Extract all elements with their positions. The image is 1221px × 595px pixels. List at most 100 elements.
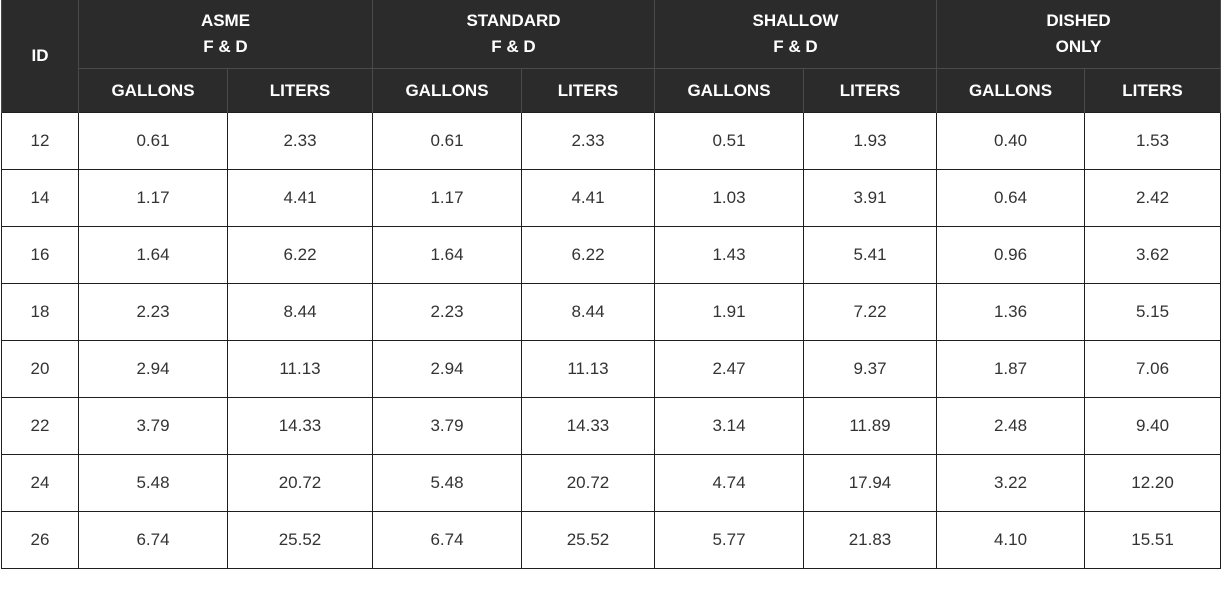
cell-shallow-gallons: 0.51 [654,112,804,170]
cell-standard-liters: 2.33 [521,112,655,170]
table-row: 16 1.64 6.22 1.64 6.22 1.43 5.41 0.96 3.62 [1,226,1221,284]
group-header-line1: STANDARD [466,11,561,30]
unit-header-liters: LITERS [1083,68,1221,113]
cell-standard-liters: 14.33 [521,397,655,455]
cell-standard-gallons: 5.48 [372,454,522,512]
group-header-line2: ONLY [1055,37,1102,56]
cell-standard-liters: 6.22 [521,226,655,284]
group-header-line1: SHALLOW [752,11,839,30]
cell-id: 24 [1,454,79,512]
cell-shallow-gallons: 4.74 [654,454,804,512]
cell-standard-gallons: 2.23 [372,283,522,341]
cell-shallow-liters: 9.37 [803,340,937,398]
table-row: 12 0.61 2.33 0.61 2.33 0.51 1.93 0.40 1.53 [1,112,1221,170]
cell-shallow-gallons: 3.14 [654,397,804,455]
cell-asme-gallons: 2.23 [78,283,228,341]
cell-asme-liters: 20.72 [227,454,373,512]
cell-dished-liters: 1.53 [1083,112,1221,170]
cell-standard-gallons: 1.17 [372,169,522,227]
unit-header-gallons: GALLONS [654,68,804,113]
group-header-line2: F & D [491,37,536,56]
cell-asme-gallons: 1.64 [78,226,228,284]
table-row: 24 5.48 20.72 5.48 20.72 4.74 17.94 3.22 12.20 [1,454,1221,512]
table-row: 22 3.79 14.33 3.79 14.33 3.14 11.89 2.48 9.40 [1,397,1221,455]
table-row: 20 2.94 11.13 2.94 11.13 2.47 9.37 1.87 7.06 [1,340,1221,398]
cell-id: 14 [1,169,79,227]
table-row: 14 1.17 4.41 1.17 4.41 1.03 3.91 0.64 2.42 [1,169,1221,227]
group-header-line2: F & D [773,37,818,56]
group-header-dished: DISHED ONLY [935,0,1221,69]
group-header-asme: ASME F & D [78,0,373,69]
cell-shallow-gallons: 1.43 [654,226,804,284]
unit-header-row: GALLONS LITERS GALLONS LITERS GALLONS LI… [2,68,1221,113]
cell-shallow-gallons: 2.47 [654,340,804,398]
cell-dished-liters: 12.20 [1083,454,1221,512]
cell-standard-gallons: 0.61 [372,112,522,170]
cell-id: 26 [1,511,79,569]
group-header-line1: DISHED [1046,11,1111,30]
cell-asme-liters: 8.44 [227,283,373,341]
group-header-shallow: SHALLOW F & D [654,0,937,69]
unit-header-liters: LITERS [803,68,937,113]
unit-header-gallons: GALLONS [78,68,228,113]
cell-asme-liters: 14.33 [227,397,373,455]
group-header-standard: STANDARD F & D [372,0,655,69]
cell-asme-liters: 6.22 [227,226,373,284]
cell-id: 18 [1,283,79,341]
cell-dished-liters: 5.15 [1083,283,1221,341]
cell-dished-gallons: 0.96 [936,226,1085,284]
table-row: 26 6.74 25.52 6.74 25.52 5.77 21.83 4.10 15.51 [1,511,1221,569]
cell-asme-gallons: 0.61 [78,112,228,170]
unit-header-gallons: GALLONS [372,68,522,113]
cell-dished-liters: 7.06 [1083,340,1221,398]
cell-dished-liters: 3.62 [1083,226,1221,284]
cell-standard-gallons: 1.64 [372,226,522,284]
cell-shallow-liters: 7.22 [803,283,937,341]
cell-standard-liters: 8.44 [521,283,655,341]
cell-dished-liters: 9.40 [1083,397,1221,455]
unit-header-gallons: GALLONS [936,68,1085,113]
group-header-line2: F & D [203,37,248,56]
cell-asme-liters: 4.41 [227,169,373,227]
cell-id: 12 [1,112,79,170]
cell-dished-gallons: 1.36 [936,283,1085,341]
cell-dished-liters: 15.51 [1083,511,1221,569]
cell-shallow-liters: 11.89 [803,397,937,455]
cell-standard-liters: 11.13 [521,340,655,398]
cell-shallow-liters: 17.94 [803,454,937,512]
cell-shallow-gallons: 1.91 [654,283,804,341]
table-row: 18 2.23 8.44 2.23 8.44 1.91 7.22 1.36 5.15 [1,283,1221,341]
cell-shallow-gallons: 1.03 [654,169,804,227]
cell-shallow-gallons: 5.77 [654,511,804,569]
cell-dished-gallons: 2.48 [936,397,1085,455]
cell-asme-gallons: 3.79 [78,397,228,455]
cell-standard-liters: 20.72 [521,454,655,512]
cell-shallow-liters: 3.91 [803,169,937,227]
cell-standard-gallons: 6.74 [372,511,522,569]
cell-shallow-liters: 21.83 [803,511,937,569]
cell-asme-gallons: 5.48 [78,454,228,512]
unit-header-liters: LITERS [521,68,655,113]
cell-standard-gallons: 3.79 [372,397,522,455]
cell-dished-gallons: 0.40 [936,112,1085,170]
cell-asme-gallons: 2.94 [78,340,228,398]
cell-shallow-liters: 1.93 [803,112,937,170]
group-header-row: ID ASME F & D STANDARD F & D SHALLOW F &… [1,0,1221,113]
cell-id: 16 [1,226,79,284]
cell-shallow-liters: 5.41 [803,226,937,284]
cell-id: 22 [1,397,79,455]
cell-standard-liters: 4.41 [521,169,655,227]
cell-asme-liters: 2.33 [227,112,373,170]
cell-id: 20 [1,340,79,398]
cell-dished-gallons: 0.64 [936,169,1085,227]
unit-header-liters: LITERS [227,68,373,113]
cell-asme-liters: 25.52 [227,511,373,569]
id-column-header: ID [1,0,79,113]
cell-standard-liters: 25.52 [521,511,655,569]
cell-asme-gallons: 6.74 [78,511,228,569]
group-header-line1: ASME [200,11,251,30]
cell-asme-liters: 11.13 [227,340,373,398]
cell-dished-gallons: 3.22 [936,454,1085,512]
cell-dished-liters: 2.42 [1083,169,1221,227]
cell-standard-gallons: 2.94 [372,340,522,398]
